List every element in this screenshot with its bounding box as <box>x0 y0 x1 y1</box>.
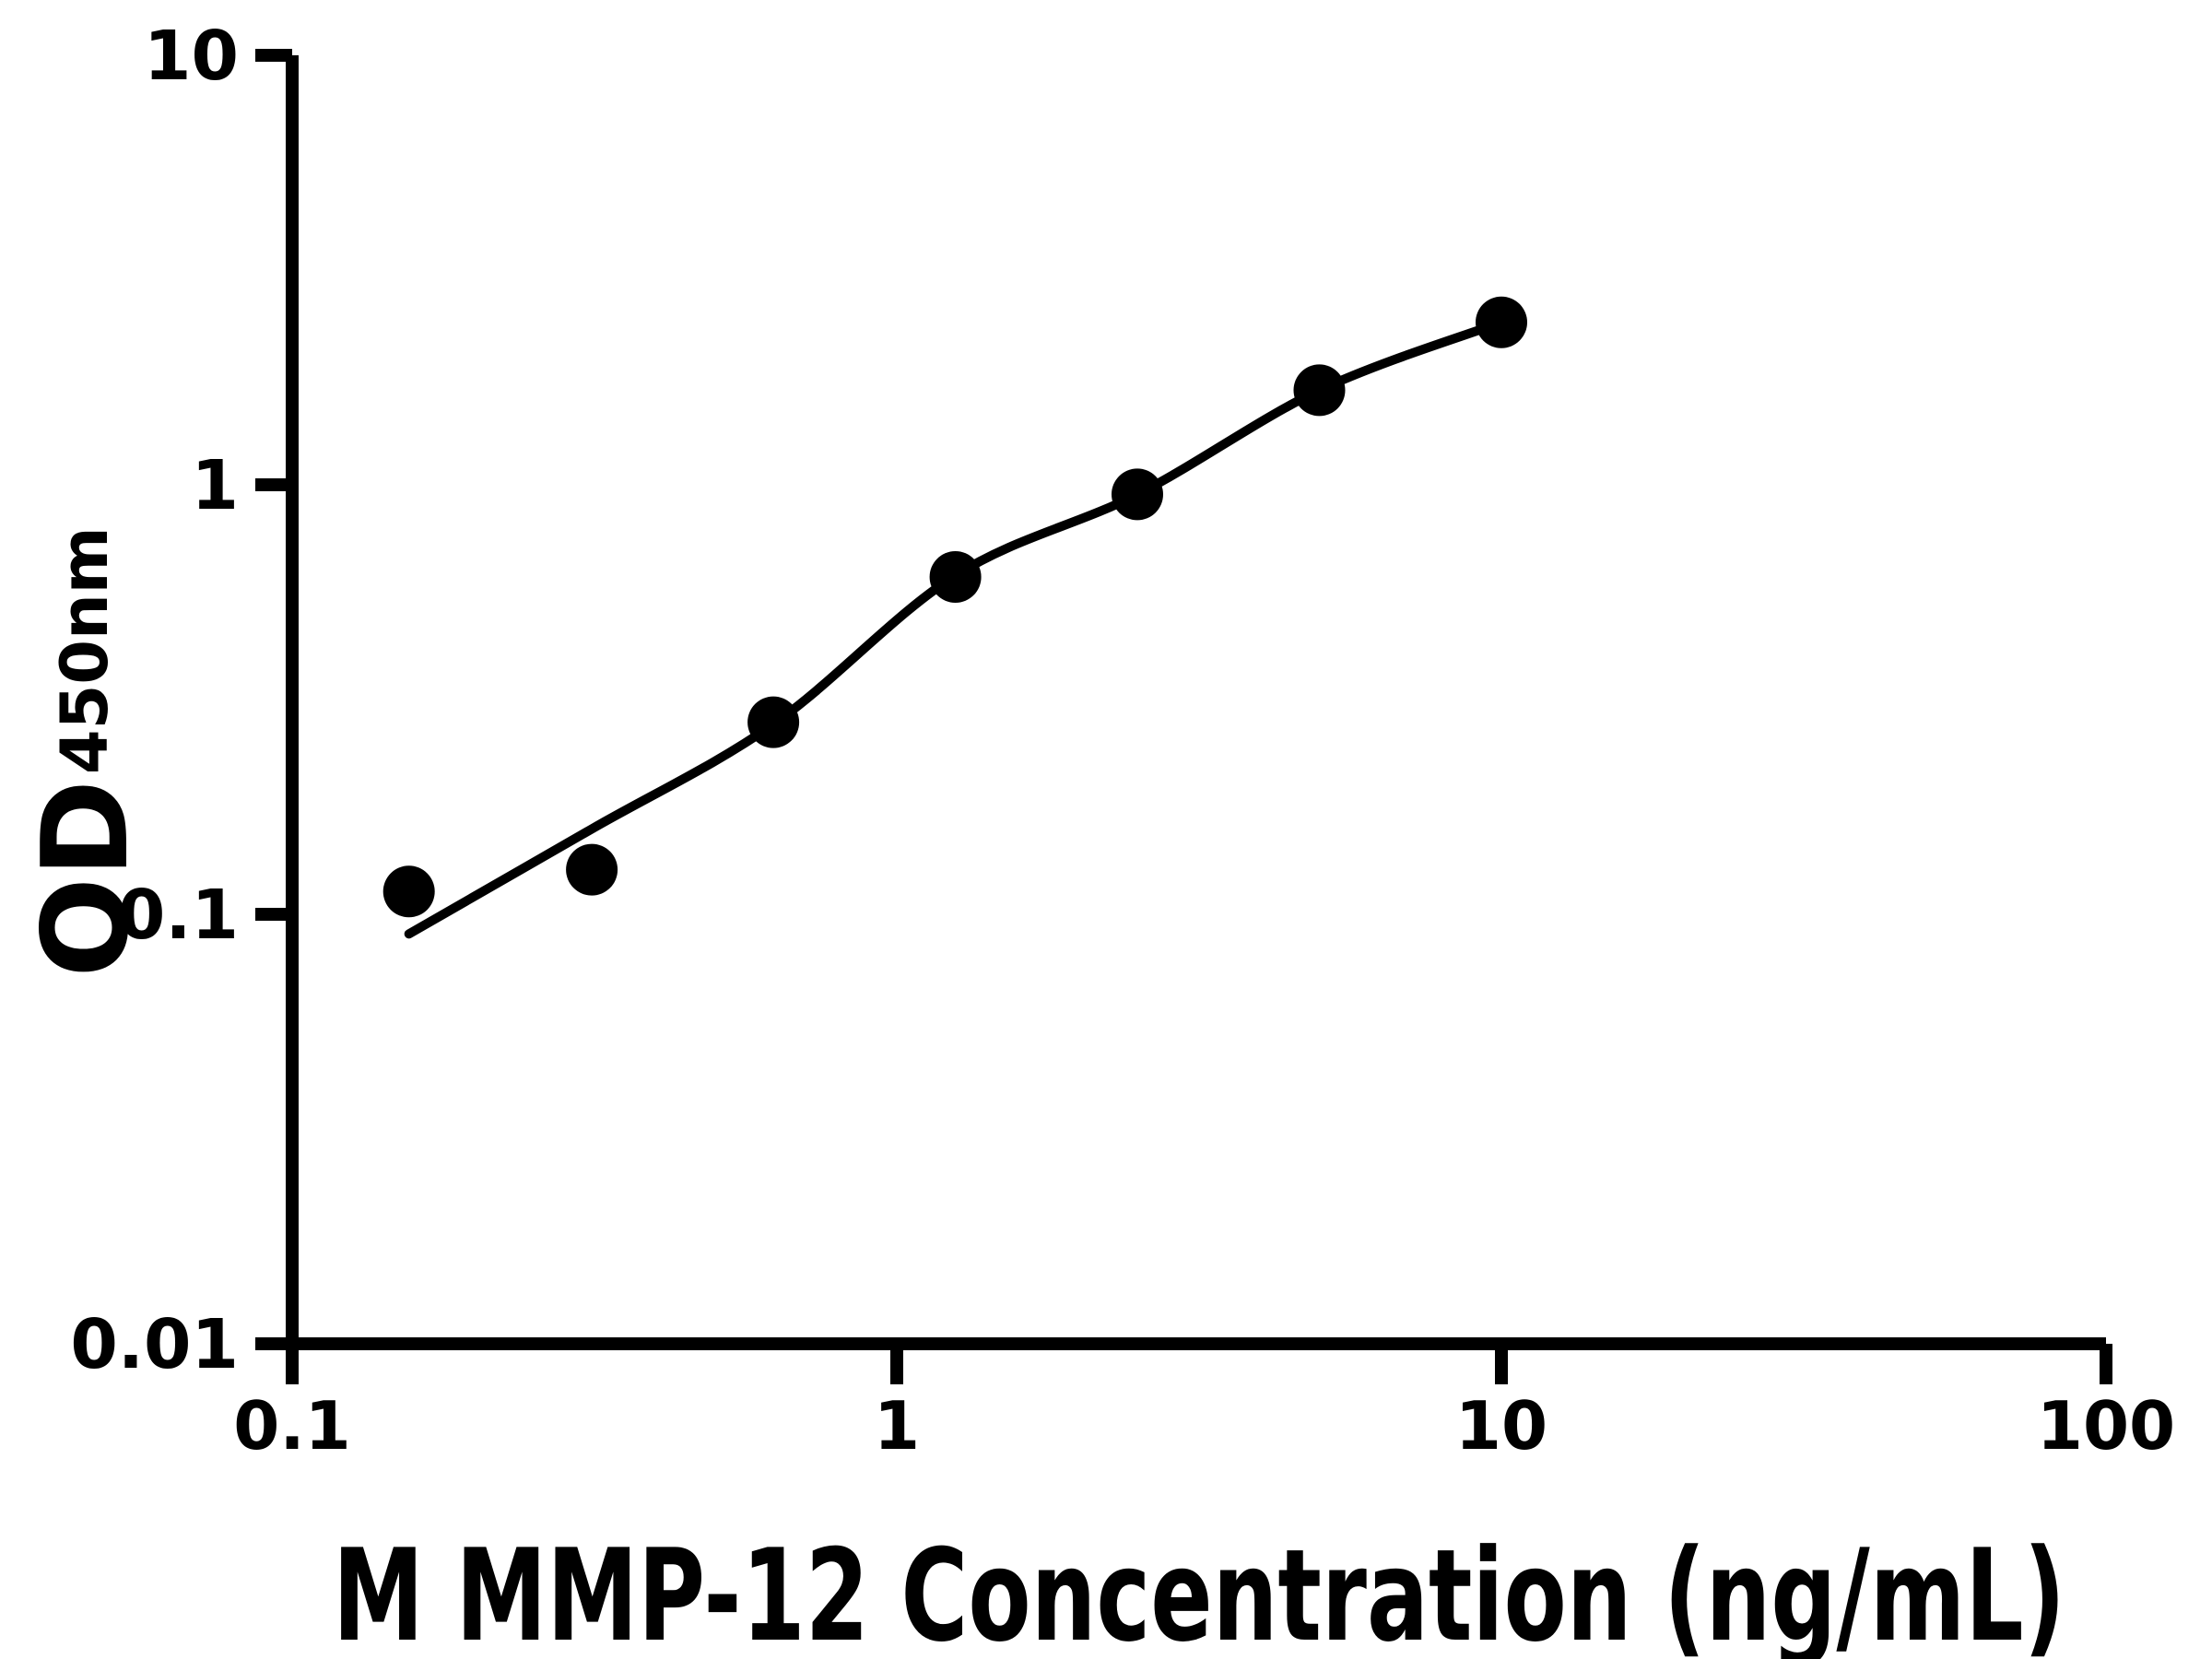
y-tick-label: 0.1 <box>118 876 239 955</box>
data-point <box>929 551 982 603</box>
data-points <box>382 296 1527 918</box>
data-point <box>747 696 800 748</box>
data-point <box>1112 468 1163 521</box>
data-point <box>1476 296 1527 348</box>
x-tick-label: 10 <box>1455 1387 1547 1465</box>
y-axis-title-subscript: 450nm <box>47 526 123 774</box>
x-tick-label: 1 <box>874 1387 920 1465</box>
x-tick-label: 100 <box>2037 1387 2175 1465</box>
y-axis-title: OD 450nm <box>18 526 155 978</box>
x-tick-label: 0.1 <box>233 1387 351 1465</box>
y-tick-label: 1 <box>192 446 240 525</box>
y-axis-title-main: OD <box>18 780 155 978</box>
axes <box>255 49 2112 1384</box>
x-axis-tick-labels: 0.1 1 10 100 <box>233 1387 2175 1465</box>
y-axis-tick-labels: 0.01 0.1 1 10 <box>70 17 239 1384</box>
data-point <box>566 843 618 896</box>
data-point <box>1293 364 1346 417</box>
y-tick-label: 0.01 <box>70 1305 239 1384</box>
data-point <box>382 865 435 918</box>
x-axis-title: M MMP-12 Concentration (ng/mL) <box>333 1522 2065 1659</box>
y-tick-label: 10 <box>144 17 239 96</box>
